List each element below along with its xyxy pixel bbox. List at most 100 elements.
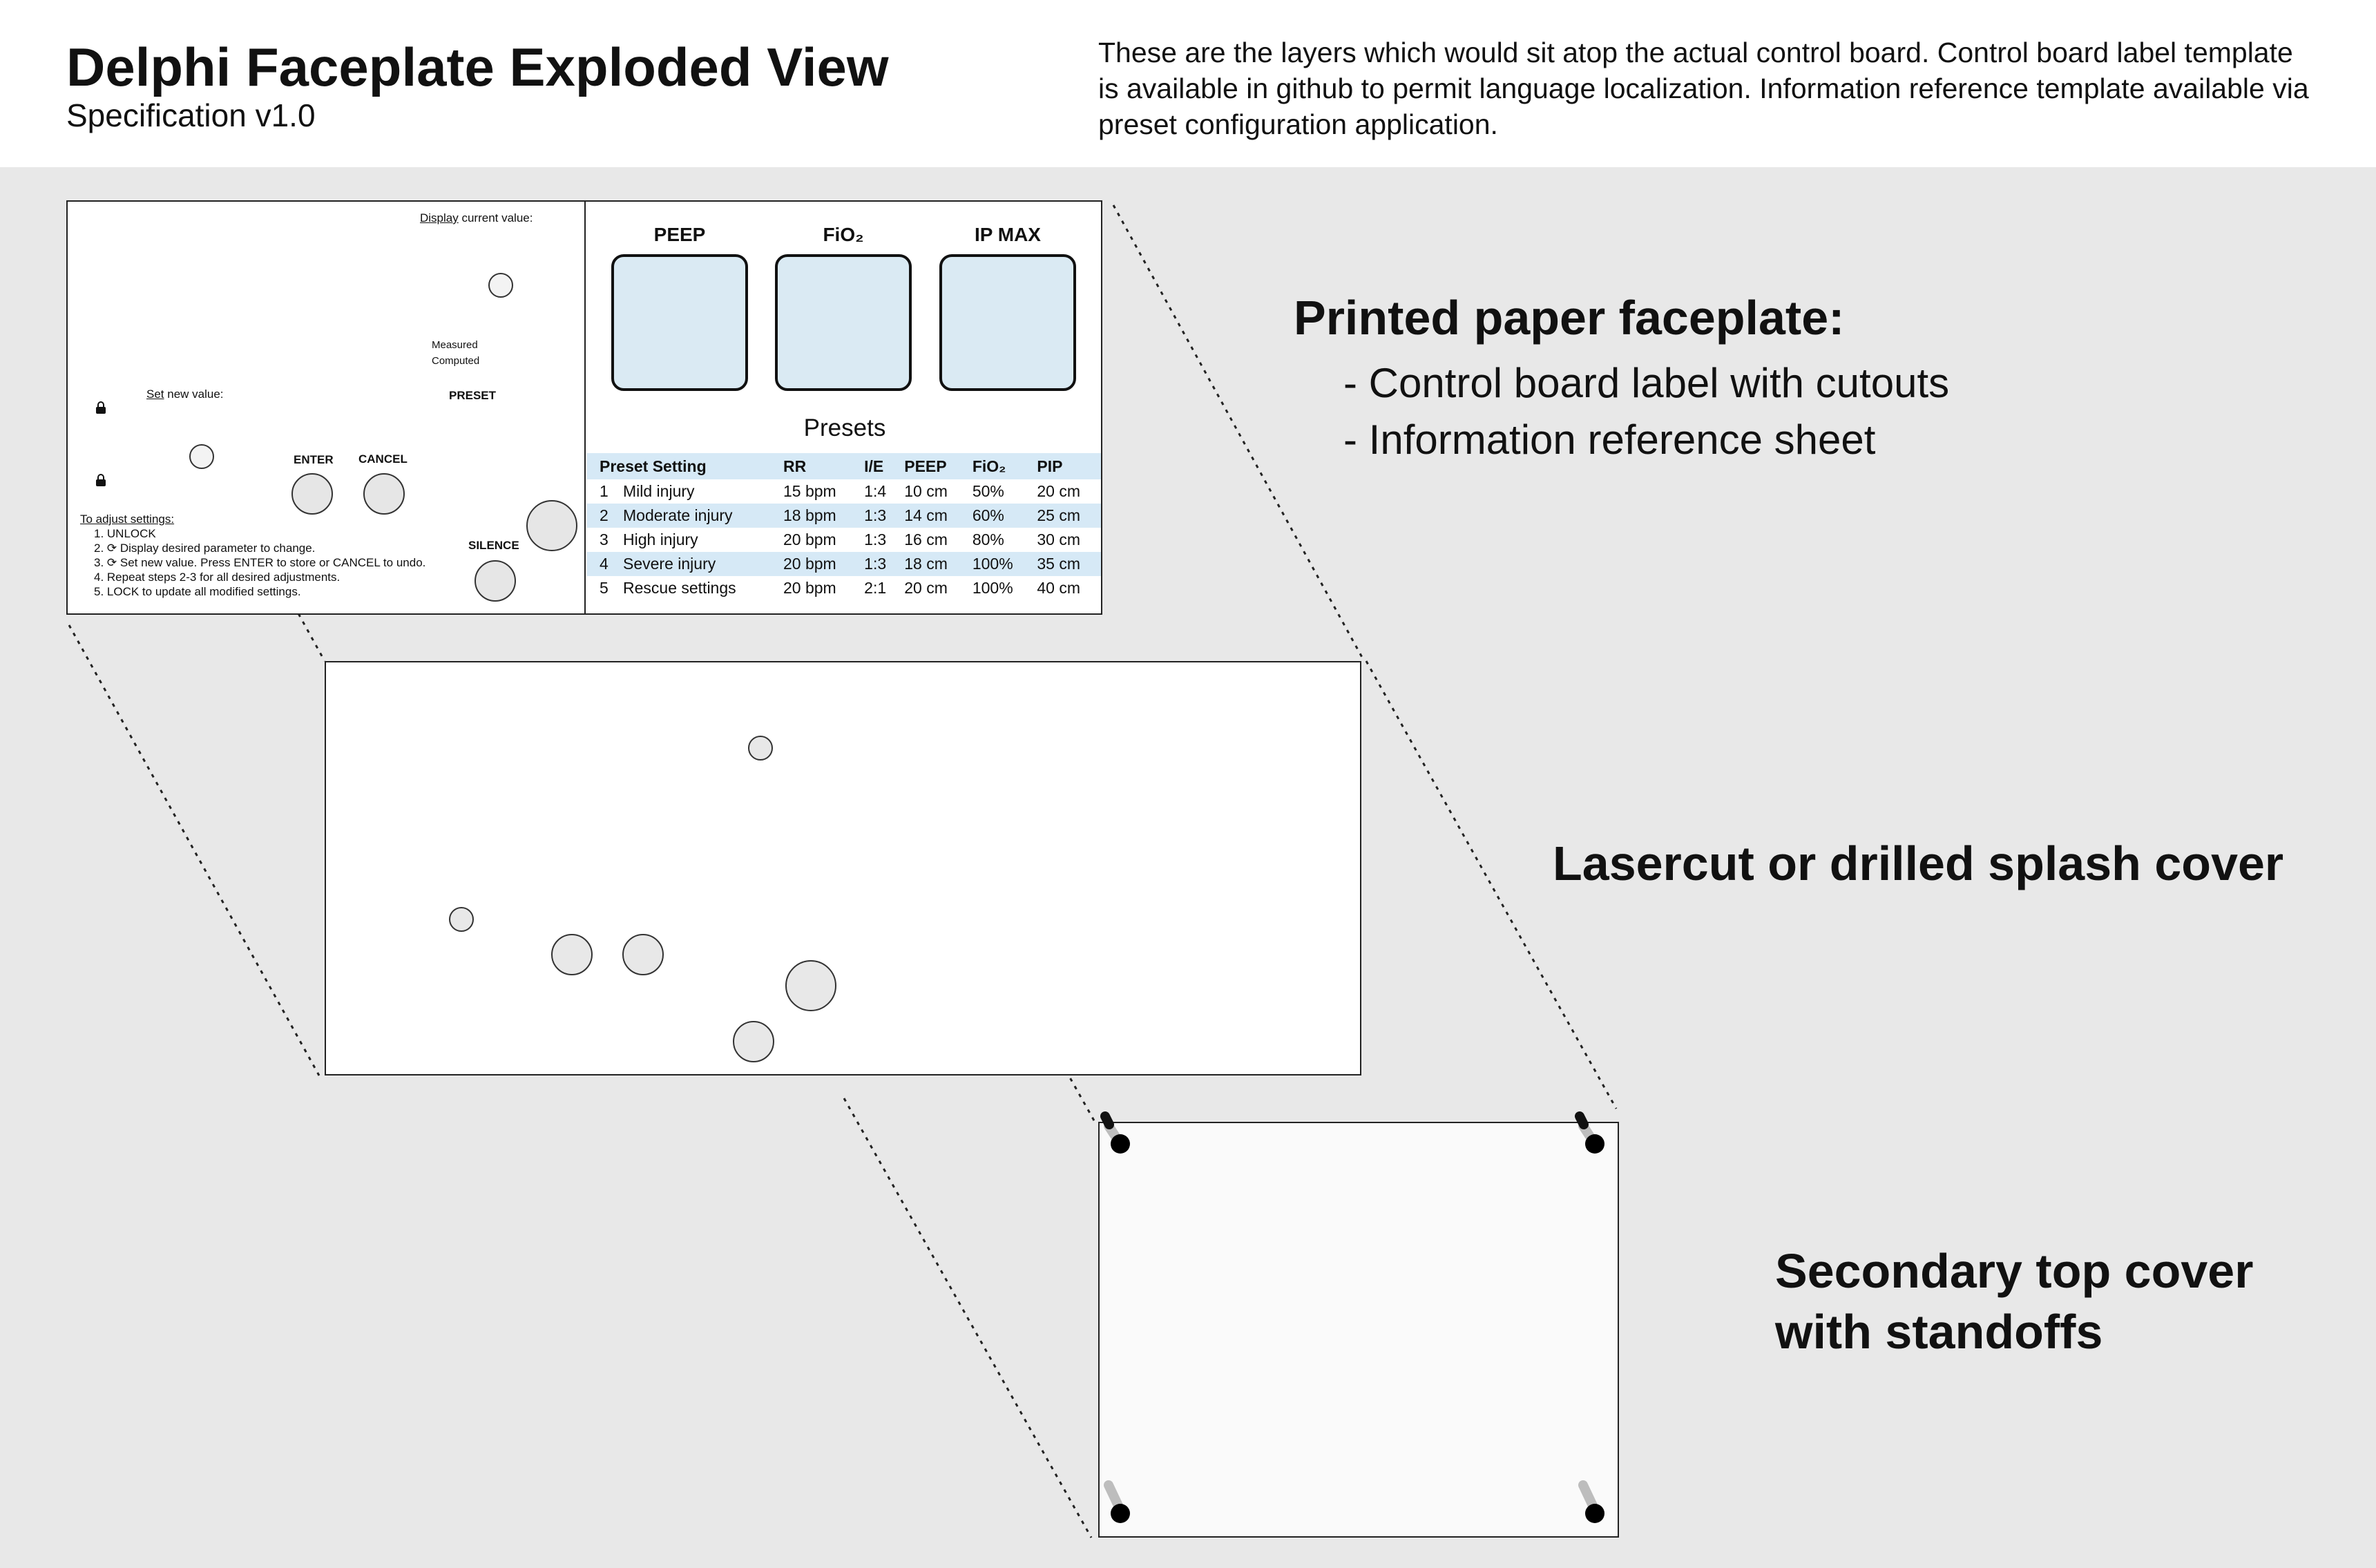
ipmax-display-cutout [939,254,1076,391]
preset-knob[interactable] [526,500,577,551]
page-title: Delphi Faceplate Exploded View [66,37,889,97]
table-row: 3 High injury 20 bpm 1:3 16 cm 80% 30 cm [587,528,1101,552]
measured-label: Measured [432,339,478,351]
col-header: FiO₂ [968,453,1033,479]
col-header: Preset Setting [587,453,779,479]
peep-value: 18 cm [900,552,968,576]
rr-value: 20 bpm [783,530,836,548]
cancel-button[interactable] [363,473,405,515]
preset-label: PRESET [449,389,497,402]
presets-header-row: Preset Setting RR I/E PEEP FiO₂ PIP [587,453,1101,479]
row-number: 1 [600,482,609,500]
cutout-hole [622,934,664,975]
instruction-step: 1. UNLOCK [94,527,156,540]
lock-icon[interactable] [96,401,106,414]
standoff-foot [1585,1134,1604,1154]
instructions-title: To adjust settings: [80,513,175,526]
pip-value: 30 cm [1037,530,1081,548]
set-knob[interactable] [189,444,214,469]
connector-line [1112,204,1366,662]
splash-cover-callout: Lasercut or drilled splash cover [1553,836,2284,890]
printed-faceplate-callout: Printed paper faceplate: [1294,291,1845,345]
table-row: 4 Severe injury 20 bpm 1:3 18 cm 100% 35… [587,552,1101,576]
adjust-instructions: To adjust settings: 1. UNLOCK 2. ⟳ Displ… [80,512,425,599]
silence-label: SILENCE [468,539,519,552]
splash-cover [325,661,1361,1075]
fio2-value: 100% [968,552,1033,576]
table-row: 2 Moderate injury 18 bpm 1:3 14 cm 60% 2… [587,504,1101,528]
cutout-hole [551,934,593,975]
col-header: PIP [1033,453,1101,479]
rr-value: 15 bpm [783,482,836,500]
cutout-hole [785,960,836,1011]
standoff-tip [1100,1111,1114,1129]
peep-display-cutout [611,254,748,391]
enter-button[interactable] [291,473,333,515]
row-number: 3 [600,530,609,548]
col-header: I/E [860,453,901,479]
preset-name: Mild injury [623,482,695,500]
fio2-value: 80% [972,530,1004,548]
presets-table: Preset Setting RR I/E PEEP FiO₂ PIP 1 Mi… [587,453,1101,600]
table-row: 5 Rescue settings 20 bpm 2:1 20 cm 100% … [587,576,1101,600]
set-label: Set new value: [146,388,224,401]
peep-value: 14 cm [900,504,968,528]
row-number: 2 [587,504,619,528]
printed-item: - Information reference sheet [1343,417,1876,463]
cutout-hole [733,1021,774,1062]
row-number: 4 [587,552,619,576]
display-knob[interactable] [488,273,513,298]
ipmax-display-label: IP MAX [975,224,1041,245]
col-header: PEEP [900,453,968,479]
pip-value: 25 cm [1033,504,1101,528]
rr-value: 20 bpm [778,552,861,576]
preset-name: Rescue settings [623,579,736,597]
page-subtitle: Specification v1.0 [66,97,316,133]
presets-title: Presets [803,414,886,441]
fio2-value: 50% [972,482,1004,500]
set-label-suffix: new value: [164,388,224,401]
standoff-foot [1585,1504,1604,1523]
peep-value: 16 cm [904,530,948,548]
rr-value: 20 bpm [783,579,836,597]
enter-label: ENTER [294,453,334,466]
pip-value: 20 cm [1037,482,1081,500]
ie-value: 1:4 [864,482,887,500]
peep-value: 20 cm [904,579,948,597]
peep-display-label: PEEP [653,224,706,245]
printed-item: - Control board label with cutouts [1343,360,1950,406]
ie-value: 1:3 [864,530,887,548]
instruction-step: 3. ⟳ Set new value. Press ENTER to store… [94,556,426,569]
pip-value: 40 cm [1037,579,1081,597]
printed-faceplate: Display current value: Measured Computed… [66,200,1102,615]
connector-line [843,1098,1093,1538]
instruction-step: 5. LOCK to update all modified settings. [94,585,301,598]
silence-button[interactable] [475,560,516,602]
pip-value: 35 cm [1033,552,1101,576]
display-label: Display current value: [420,211,533,225]
ie-value: 1:3 [860,552,901,576]
preset-name: Moderate injury [619,504,779,528]
fio2-display-label: FiO₂ [823,224,864,245]
col-header: RR [778,453,861,479]
peep-value: 10 cm [904,482,948,500]
rr-value: 18 bpm [778,504,861,528]
cutout-hole [748,736,773,761]
faceplate-divider [584,202,586,613]
preset-name: Severe injury [619,552,779,576]
fio2-value: 60% [968,504,1033,528]
ie-value: 1:3 [860,504,901,528]
standoff-tip [1575,1111,1589,1129]
page-description: These are the layers which would sit ato… [1098,37,2309,140]
row-number: 5 [600,579,609,597]
table-row: 1 Mild injury 15 bpm 1:4 10 cm 50% 20 cm [587,479,1101,504]
ie-value: 2:1 [864,579,887,597]
cutout-hole [449,907,474,932]
secondary-cover-callout-line2: with standoffs [1775,1305,2103,1359]
computed-label: Computed [432,355,480,367]
preset-name: High injury [623,530,698,548]
standoff-foot [1111,1134,1130,1154]
cancel-label: CANCEL [358,452,408,466]
lock-icon[interactable] [96,474,106,486]
